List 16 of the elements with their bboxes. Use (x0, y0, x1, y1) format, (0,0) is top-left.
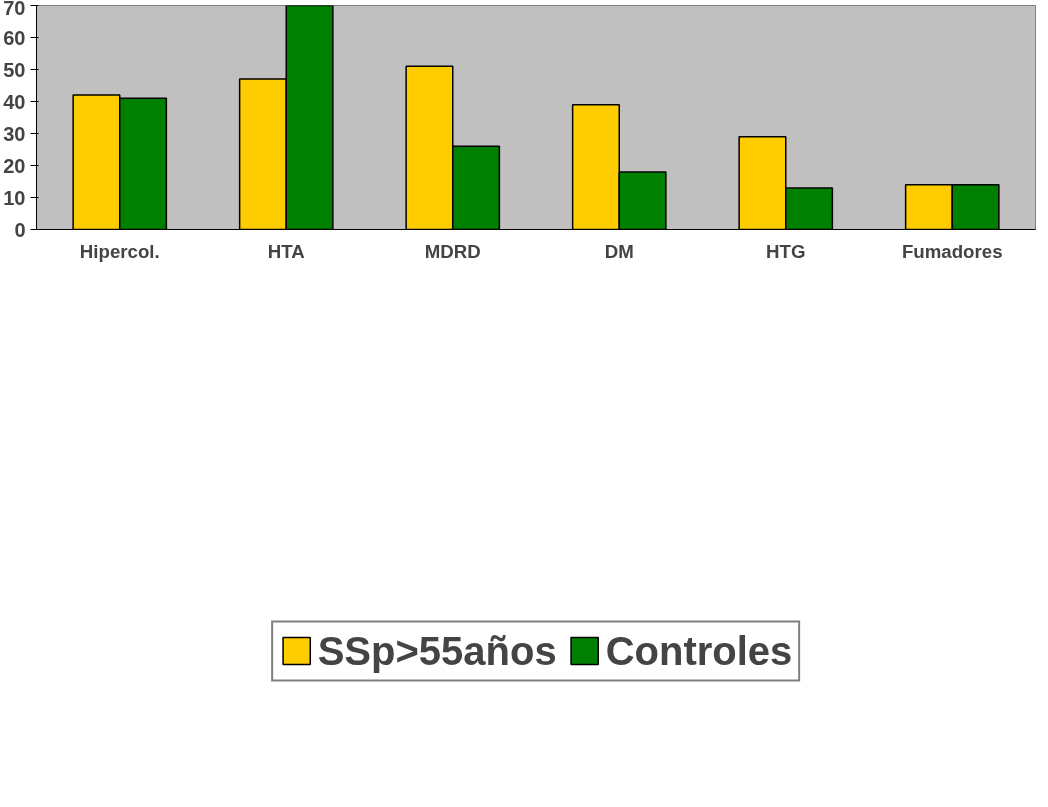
y-tick-label: 60 (3, 26, 26, 49)
y-tick-label: 50 (3, 58, 26, 81)
x-tick-label: HTA (267, 240, 305, 262)
legend-label: Controles (605, 628, 793, 674)
y-tick-label: 10 (3, 186, 26, 209)
x-tick-label: HTG (766, 240, 806, 262)
y-tick-label: 20 (3, 154, 26, 177)
x-tick-label: Hipercol. (79, 240, 160, 262)
x-tick-label: Fumadores (901, 240, 1003, 262)
x-tick-label: MDRD (424, 240, 481, 262)
y-tick-label: 30 (3, 122, 26, 145)
y-tick-label: 70 (3, 0, 26, 19)
y-tick-label: 40 (3, 90, 26, 113)
y-tick-label: 0 (14, 218, 26, 241)
legend-label: SSp>55años (317, 628, 557, 674)
x-tick-label: DM (604, 240, 634, 262)
